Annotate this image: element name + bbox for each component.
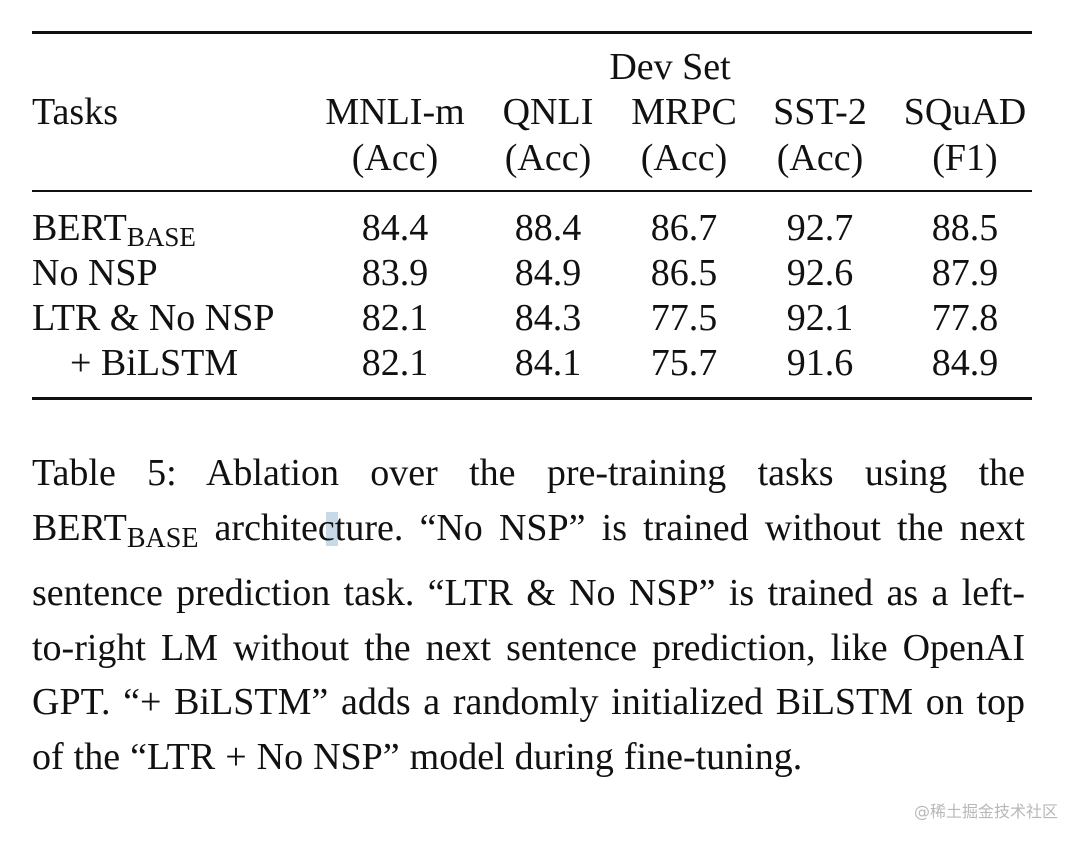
table-top-rule	[32, 31, 1032, 34]
column-header-squad: SQuAD	[903, 91, 1027, 133]
table-bottom-rule	[32, 397, 1032, 400]
table-caption: Table 5: Ablation over the pre-training …	[32, 446, 1025, 784]
caption-bert-subscript: BASE	[126, 522, 199, 554]
table-cell: 92.7	[786, 207, 854, 249]
column-header-mnli: MNLI-m	[325, 91, 465, 133]
caption-bert: BERT	[32, 506, 127, 549]
column-metric-sst2: (Acc)	[776, 137, 864, 179]
watermark: @稀土掘金技术社区	[913, 802, 1058, 821]
row-label-bilstm: + BiLSTM	[70, 342, 239, 384]
caption-part-2: architecture. “No NSP” is trained withou…	[32, 506, 1025, 778]
row-label-bert-base: BERTBASE	[32, 206, 196, 259]
table-cell: 92.6	[786, 252, 854, 294]
table-cell: 82.1	[361, 342, 429, 384]
table-cell: 75.7	[650, 342, 718, 384]
row-label-ltr-no-nsp: LTR & No NSP	[32, 297, 275, 339]
table-cell: 92.1	[786, 297, 854, 339]
table-cell: 86.5	[650, 252, 718, 294]
column-metric-squad: (F1)	[932, 137, 998, 179]
table-cell: 88.5	[931, 207, 999, 249]
table-cell: 87.9	[931, 252, 999, 294]
table-header-rule	[32, 190, 1032, 192]
table-cell: 84.3	[514, 297, 582, 339]
column-metric-qnli: (Acc)	[504, 137, 592, 179]
column-metric-mrpc: (Acc)	[640, 137, 728, 179]
table-cell: 86.7	[650, 207, 718, 249]
table-cell: 82.1	[361, 297, 429, 339]
table-cell: 91.6	[786, 342, 854, 384]
table-cell: 84.1	[514, 342, 582, 384]
table-cell: 84.4	[361, 207, 429, 249]
table-cell: 88.4	[514, 207, 582, 249]
table-cell: 77.5	[650, 297, 718, 339]
caption-part-1: Table 5: Ablation over the pre-training …	[32, 452, 1025, 494]
column-header-qnli: QNLI	[502, 91, 594, 133]
row-label-no-nsp: No NSP	[32, 252, 158, 294]
tasks-header: Tasks	[32, 91, 119, 133]
column-header-mrpc: MRPC	[631, 91, 737, 133]
table-cell: 84.9	[931, 342, 999, 384]
dev-set-spanner: Dev Set	[609, 46, 731, 88]
text-cursor-highlight	[326, 512, 338, 546]
row-label-bert-subscript: BASE	[126, 222, 196, 252]
table-cell: 83.9	[361, 252, 429, 294]
row-label-bert: BERT	[32, 207, 127, 249]
table-cell: 84.9	[514, 252, 582, 294]
column-metric-mnli: (Acc)	[351, 137, 439, 179]
column-header-sst2: SST-2	[773, 91, 867, 133]
table-cell: 77.8	[931, 297, 999, 339]
